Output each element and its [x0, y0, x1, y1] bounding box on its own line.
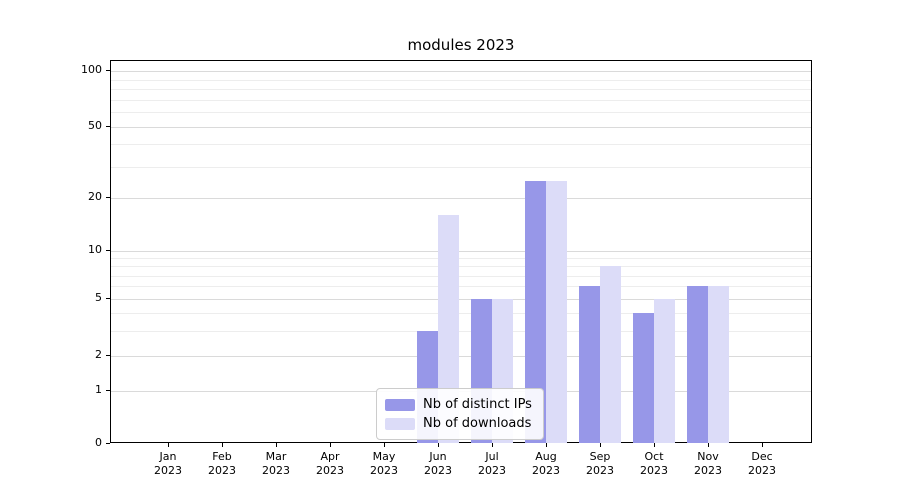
x-tick-mark-mar — [276, 443, 277, 447]
x-tick-label-mar: Mar 2023 — [262, 450, 290, 477]
y-tick-mark-2 — [106, 355, 110, 356]
y-tick-mark-1 — [106, 390, 110, 391]
bar-downloads-sep — [600, 266, 621, 443]
x-tick-mark-dec — [762, 443, 763, 447]
x-tick-label-jun: Jun 2023 — [424, 450, 452, 477]
minor-gridline-70 — [111, 99, 811, 101]
x-tick-label-may: May 2023 — [370, 450, 398, 477]
x-tick-mark-sep — [600, 443, 601, 447]
x-tick-label-jul: Jul 2023 — [478, 450, 506, 477]
minor-gridline-60 — [111, 112, 811, 114]
minor-gridline-4 — [111, 312, 811, 314]
x-tick-label-jan: Jan 2023 — [154, 450, 182, 477]
y-tick-label-20: 20 — [88, 190, 102, 203]
x-tick-mark-may — [384, 443, 385, 447]
y-tick-mark-100 — [106, 70, 110, 71]
y-tick-label-1: 1 — [95, 383, 102, 396]
major-gridline-100 — [111, 71, 811, 72]
bar-downloads-oct — [654, 299, 675, 443]
x-tick-label-apr: Apr 2023 — [316, 450, 344, 477]
legend-label-downloads: Nb of downloads — [423, 416, 532, 431]
major-gridline-2 — [111, 356, 811, 357]
x-tick-mark-feb — [222, 443, 223, 447]
y-tick-label-100: 100 — [81, 63, 102, 76]
x-tick-mark-nov — [708, 443, 709, 447]
bar-distinct-ips-aug — [525, 180, 546, 443]
y-tick-mark-0 — [106, 443, 110, 444]
minor-gridline-80 — [111, 89, 811, 91]
minor-gridline-30 — [111, 166, 811, 168]
minor-gridline-3 — [111, 330, 811, 332]
major-gridline-50 — [111, 127, 811, 128]
x-tick-label-nov: Nov 2023 — [694, 450, 722, 477]
x-tick-mark-aug — [546, 443, 547, 447]
legend-item-downloads: Nb of downloads — [385, 414, 535, 433]
minor-gridline-8 — [111, 266, 811, 268]
bar-downloads-nov — [708, 286, 729, 443]
y-tick-mark-10 — [106, 250, 110, 251]
y-tick-mark-5 — [106, 298, 110, 299]
x-tick-label-aug: Aug 2023 — [532, 450, 560, 477]
x-tick-label-dec: Dec 2023 — [748, 450, 776, 477]
y-tick-label-5: 5 — [95, 291, 102, 304]
x-tick-label-sep: Sep 2023 — [586, 450, 614, 477]
y-tick-label-10: 10 — [88, 243, 102, 256]
legend-item-distinct-ips: Nb of distinct IPs — [385, 395, 535, 414]
minor-gridline-7 — [111, 275, 811, 277]
minor-gridline-6 — [111, 286, 811, 288]
legend-swatch-downloads — [385, 417, 415, 430]
x-tick-mark-jun — [438, 443, 439, 447]
legend-label-distinct-ips: Nb of distinct IPs — [423, 397, 532, 412]
x-tick-label-feb: Feb 2023 — [208, 450, 236, 477]
minor-gridline-40 — [111, 144, 811, 146]
bar-downloads-jun — [438, 215, 459, 443]
minor-gridline-90 — [111, 79, 811, 81]
bar-distinct-ips-nov — [687, 286, 708, 443]
y-tick-mark-20 — [106, 197, 110, 198]
y-tick-label-2: 2 — [95, 348, 102, 361]
chart-title: modules 2023 — [407, 36, 515, 54]
x-tick-mark-jul — [492, 443, 493, 447]
y-tick-label-0: 0 — [95, 436, 102, 449]
y-tick-label-50: 50 — [88, 119, 102, 132]
bar-distinct-ips-sep — [579, 286, 600, 443]
x-tick-mark-apr — [330, 443, 331, 447]
legend-swatch-distinct-ips — [385, 398, 415, 411]
major-gridline-10 — [111, 251, 811, 252]
x-tick-mark-jan — [168, 443, 169, 447]
bar-downloads-aug — [546, 180, 567, 443]
x-tick-label-oct: Oct 2023 — [640, 450, 668, 477]
plot-area — [110, 60, 812, 443]
y-tick-mark-50 — [106, 126, 110, 127]
major-gridline-5 — [111, 299, 811, 300]
legend: Nb of distinct IPs Nb of downloads — [376, 388, 544, 440]
minor-gridline-9 — [111, 258, 811, 260]
x-tick-mark-oct — [654, 443, 655, 447]
major-gridline-20 — [111, 198, 811, 199]
bar-distinct-ips-oct — [633, 312, 654, 443]
